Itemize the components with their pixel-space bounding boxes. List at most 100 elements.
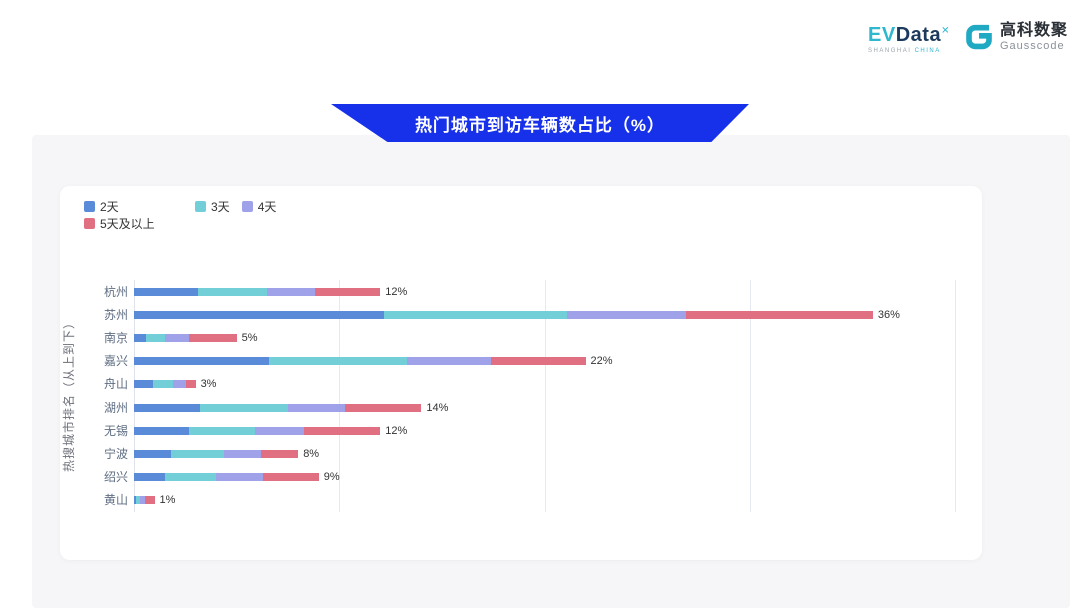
bar-segment-5天及以上[interactable] bbox=[314, 287, 381, 296]
bar-segment-2天[interactable] bbox=[134, 449, 171, 458]
bar-segment-2天[interactable] bbox=[134, 357, 270, 366]
bar-segment-3天[interactable] bbox=[164, 473, 217, 482]
legend-item-3天[interactable]: 3天 bbox=[195, 198, 230, 215]
legend-label: 4天 bbox=[257, 200, 277, 214]
header-logos: EVData✕ SHANGHAI CHINA 高科数聚 Gausscode bbox=[868, 22, 1068, 54]
bar-row-嘉兴: 嘉兴 22% bbox=[104, 350, 955, 373]
bar-segment-2天[interactable] bbox=[134, 403, 200, 412]
gridline-30 bbox=[749, 280, 751, 512]
gausscode-name-en: Gausscode bbox=[999, 39, 1065, 52]
bar-segment-4天[interactable] bbox=[164, 333, 190, 342]
bar-segment-5天及以上[interactable] bbox=[263, 473, 319, 482]
stacked-bar bbox=[134, 287, 381, 296]
bar-segment-3天[interactable] bbox=[136, 496, 141, 505]
bar-segment-2天[interactable] bbox=[134, 287, 198, 296]
stacked-bar bbox=[134, 426, 381, 435]
legend-swatch bbox=[84, 218, 95, 229]
bar-segment-3天[interactable] bbox=[153, 380, 173, 389]
bar-segment-3天[interactable] bbox=[197, 287, 268, 296]
evdata-logo: EVData✕ SHANGHAI CHINA bbox=[868, 22, 950, 54]
bar-segment-5天及以上[interactable] bbox=[261, 449, 299, 458]
bar-segment-5天及以上[interactable] bbox=[345, 403, 422, 412]
gridline-40 bbox=[955, 280, 956, 512]
gausscode-g-icon bbox=[966, 24, 992, 50]
bar-segment-2天[interactable] bbox=[134, 333, 147, 342]
legend-label: 3天 bbox=[211, 200, 230, 214]
bar-segment-4天[interactable] bbox=[287, 403, 346, 412]
bar-row-无锡: 无锡 12% bbox=[104, 419, 955, 442]
bar-total-label: 9% bbox=[323, 471, 340, 484]
y-axis-line bbox=[134, 280, 135, 512]
bar-segment-4天[interactable] bbox=[255, 426, 305, 435]
stacked-bar bbox=[134, 333, 237, 342]
bar-segment-5天及以上[interactable] bbox=[189, 333, 237, 342]
bar-row-苏州: 苏州 36% bbox=[104, 303, 955, 326]
legend-item-2天[interactable]: 2天 bbox=[84, 198, 195, 215]
bar-segment-4天[interactable] bbox=[406, 357, 492, 366]
bar-row-杭州: 杭州 12% bbox=[104, 280, 955, 303]
legend-label: 2天 bbox=[100, 200, 119, 214]
gausscode-name-cn: 高科数聚 bbox=[999, 22, 1068, 40]
bar-segment-2天[interactable] bbox=[134, 496, 137, 505]
bar-segment-2天[interactable] bbox=[134, 310, 385, 319]
bar-segment-4天[interactable] bbox=[216, 473, 264, 482]
city-label-舟山: 舟山 bbox=[103, 377, 128, 392]
bar-row-舟山: 舟山 3% bbox=[104, 373, 955, 396]
city-label-无锡: 无锡 bbox=[103, 423, 128, 438]
bar-segment-4天[interactable] bbox=[172, 380, 187, 389]
bar-total-label: 36% bbox=[877, 308, 900, 321]
bar-segment-2天[interactable] bbox=[134, 426, 190, 435]
stacked-bar bbox=[134, 310, 873, 319]
bar-segment-5天及以上[interactable] bbox=[491, 357, 586, 366]
bar-segment-3天[interactable] bbox=[199, 403, 288, 412]
plot-area: 杭州 12% 苏州 36% 南京 5% 嘉兴 22% 舟山 3% 湖州 14% 无锡 12% 宁波 8% 绍兴 9… bbox=[104, 280, 956, 512]
bar-row-宁波: 宁波 8% bbox=[104, 442, 955, 465]
bar-segment-5天及以上[interactable] bbox=[686, 310, 873, 319]
city-label-绍兴: 绍兴 bbox=[103, 470, 128, 485]
city-label-苏州: 苏州 bbox=[103, 307, 128, 322]
legend-label: 5天及以上 bbox=[100, 217, 155, 231]
bar-total-label: 5% bbox=[241, 331, 258, 344]
bar-row-黄山: 黄山 1% bbox=[104, 489, 955, 512]
legend-swatch bbox=[241, 201, 253, 212]
bar-segment-4天[interactable] bbox=[267, 287, 315, 296]
stacked-bar bbox=[134, 403, 422, 412]
chart-title: 热门城市到访车辆数占比（%） bbox=[414, 115, 666, 135]
bar-segment-2天[interactable] bbox=[134, 473, 165, 482]
city-label-嘉兴: 嘉兴 bbox=[103, 354, 128, 369]
chart-legend: 2天 3天 4天 5天及以上 bbox=[84, 198, 276, 232]
bar-segment-3天[interactable] bbox=[384, 310, 568, 319]
legend-item-4天[interactable]: 4天 bbox=[241, 198, 277, 215]
stacked-bar bbox=[134, 380, 196, 389]
bar-total-label: 3% bbox=[200, 378, 217, 391]
legend-item-5天及以上[interactable]: 5天及以上 bbox=[84, 215, 155, 232]
bar-segment-4天[interactable] bbox=[567, 310, 687, 319]
chart-card: 2天 3天 4天 5天及以上 热搜城市排名（从上到下） 杭州 12% 苏州 36% 南京 5%… bbox=[60, 186, 982, 560]
bar-total-label: 14% bbox=[426, 401, 449, 414]
stacked-bar bbox=[134, 496, 155, 505]
bar-segment-3天[interactable] bbox=[146, 333, 165, 342]
bar-segment-4天[interactable] bbox=[140, 496, 146, 505]
stacked-bar bbox=[134, 357, 586, 366]
bar-segment-5天及以上[interactable] bbox=[186, 380, 196, 389]
bar-total-label: 22% bbox=[590, 355, 613, 368]
bar-segment-5天及以上[interactable] bbox=[145, 496, 155, 505]
bar-segment-3天[interactable] bbox=[189, 426, 256, 435]
city-label-杭州: 杭州 bbox=[103, 284, 128, 299]
bar-segment-5天及以上[interactable] bbox=[304, 426, 381, 435]
city-label-宁波: 宁波 bbox=[103, 446, 128, 461]
bar-segment-4天[interactable] bbox=[224, 449, 262, 458]
title-banner: 热门城市到访车辆数占比（%） bbox=[331, 104, 749, 142]
bar-total-label: 8% bbox=[303, 447, 320, 460]
bar-total-label: 12% bbox=[385, 285, 408, 298]
bar-segment-3天[interactable] bbox=[269, 357, 407, 366]
city-label-黄山: 黄山 bbox=[103, 493, 128, 508]
legend-row-2: 5天及以上 bbox=[84, 215, 276, 232]
gausscode-logo: 高科数聚 Gausscode bbox=[964, 22, 1068, 52]
bar-row-绍兴: 绍兴 9% bbox=[104, 466, 955, 489]
legend-row-1: 2天 3天 4天 bbox=[84, 198, 276, 215]
bar-segment-3天[interactable] bbox=[170, 449, 225, 458]
bar-segment-2天[interactable] bbox=[134, 380, 154, 389]
stacked-bar bbox=[134, 473, 319, 482]
bar-row-湖州: 湖州 14% bbox=[104, 396, 955, 419]
